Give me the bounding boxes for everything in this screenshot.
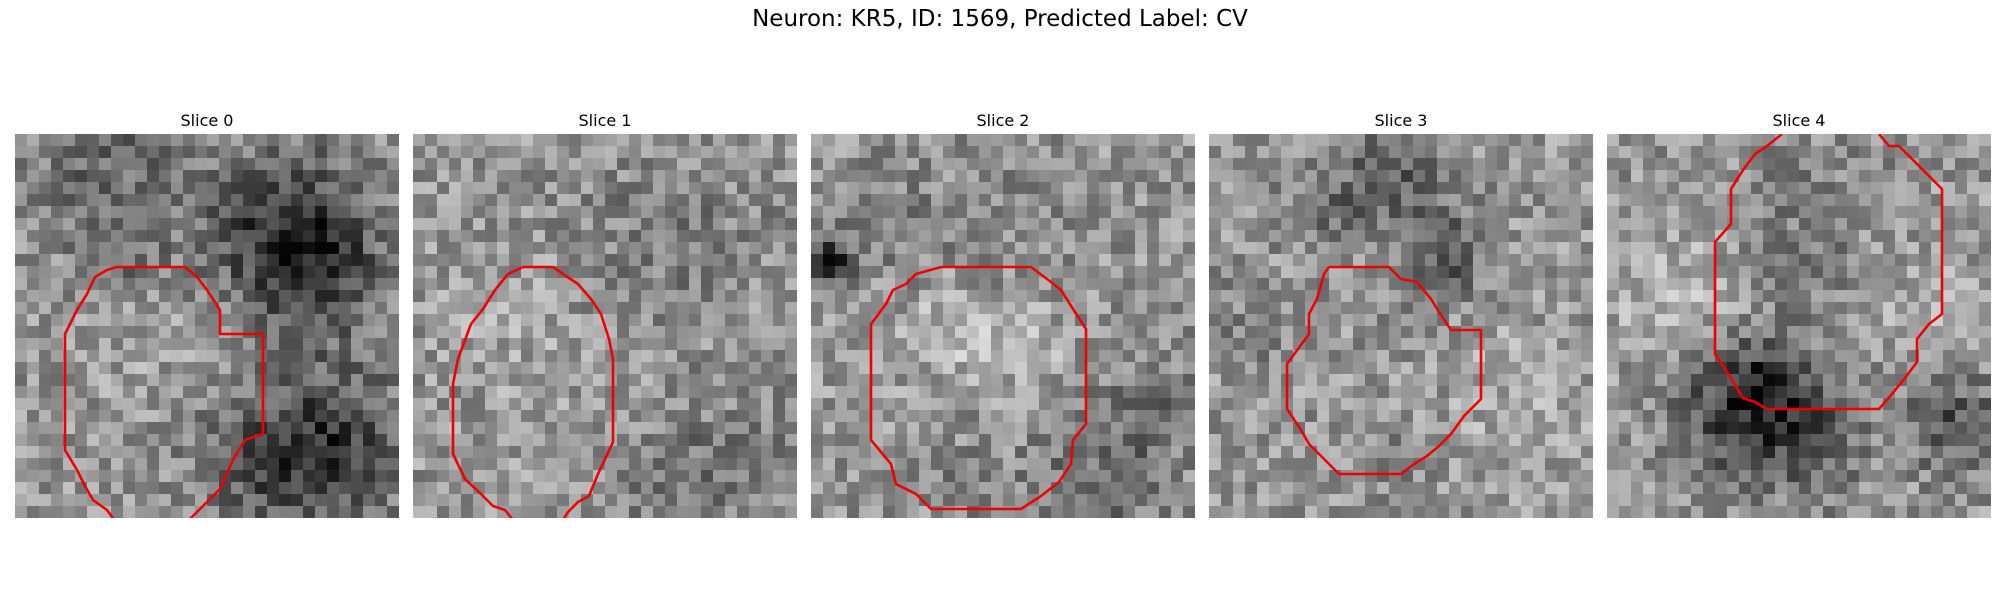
contour-line <box>1713 134 1944 411</box>
slice-panel-0: Slice 0 <box>15 108 399 518</box>
slice-panel-2: Slice 2 <box>811 108 1195 518</box>
contour-line <box>869 265 1088 511</box>
slice-title: Slice 0 <box>180 111 234 130</box>
contour-line <box>523 265 615 518</box>
segmentation-contour <box>63 265 265 518</box>
slice-panel-3: Slice 3 <box>1209 108 1593 518</box>
em-slice-image <box>811 134 1195 518</box>
contour-line <box>451 265 524 518</box>
segmentation-contour <box>451 265 615 518</box>
segmentation-contour <box>1713 134 1944 411</box>
slice-panel-4: Slice 4 <box>1607 108 1991 518</box>
slice-panel-1: Slice 1 <box>413 108 797 518</box>
contour-line <box>63 265 265 518</box>
slice-title: Slice 1 <box>578 111 632 130</box>
em-slice-image <box>15 134 399 518</box>
segmentation-contour <box>1285 265 1483 476</box>
contour-line <box>1285 265 1483 476</box>
segmentation-contour <box>869 265 1088 511</box>
slice-title: Slice 4 <box>1772 111 1826 130</box>
figure-title: Neuron: KR5, ID: 1569, Predicted Label: … <box>752 6 1248 32</box>
em-slice-image <box>1209 134 1593 518</box>
slice-title: Slice 3 <box>1374 111 1428 130</box>
slice-title: Slice 2 <box>976 111 1030 130</box>
